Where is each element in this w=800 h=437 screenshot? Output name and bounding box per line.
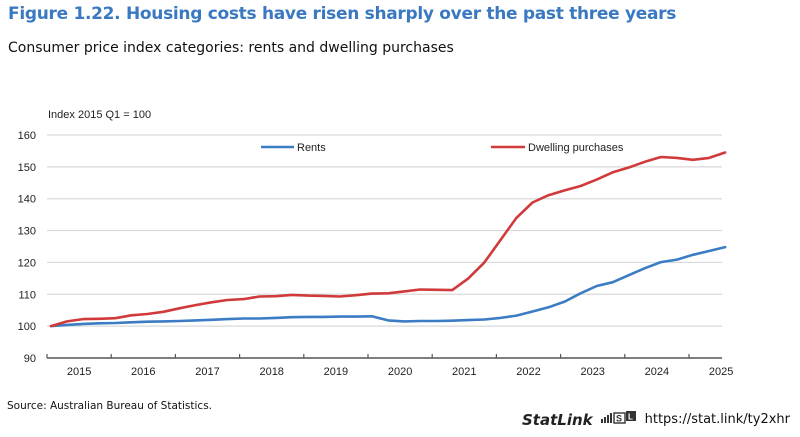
x-tick-label: 2019 xyxy=(324,366,348,378)
x-tick-label: 2016 xyxy=(131,366,155,378)
y-tick-label: 160 xyxy=(18,130,36,142)
source-note: Source: Australian Bureau of Statistics. xyxy=(7,400,213,412)
y-tick-label: 140 xyxy=(18,194,36,206)
x-tick-label: 2022 xyxy=(516,366,540,378)
figure-subtitle: Consumer price index categories: rents a… xyxy=(8,40,454,56)
y-tick-label: 100 xyxy=(18,321,36,333)
y-tick-label: 120 xyxy=(18,257,36,269)
y-tick-label: 90 xyxy=(24,353,36,365)
series-line-rents xyxy=(49,245,727,328)
x-tick-label: 2017 xyxy=(195,366,219,378)
series-line-dwelling-purchases xyxy=(49,151,727,328)
gridlines xyxy=(47,134,722,327)
y-axis-label: Index 2015 Q1 = 100 xyxy=(48,109,151,121)
legend-label-dwelling-purchases: Dwelling purchases xyxy=(528,142,624,154)
x-tick-label: 2021 xyxy=(452,366,476,378)
x-tick-label: 2015 xyxy=(67,366,91,378)
svg-text:S: S xyxy=(616,414,622,424)
figure-title: Figure 1.22. Housing costs have risen sh… xyxy=(8,4,677,24)
statlink: StatLink S L https://stat.link/ty2xhr xyxy=(522,410,790,429)
statlink-url[interactable]: https://stat.link/ty2xhr xyxy=(644,412,790,427)
y-tick-label: 130 xyxy=(18,226,36,238)
svg-text:L: L xyxy=(628,413,633,422)
x-axis: 2015 2016 2017 2018 2019 2020 2021 2022 2023 2024… xyxy=(46,354,733,378)
legend-label-rents: Rents xyxy=(297,142,326,154)
x-tick-label: 2024 xyxy=(645,366,669,378)
x-tick-label: 2018 xyxy=(259,366,283,378)
x-tick-label: 2020 xyxy=(388,366,412,378)
y-tick-labels: 90 100 110 120 130 140 150 160 xyxy=(18,130,36,365)
statlink-logo-icon: S L xyxy=(600,410,637,429)
y-tick-label: 110 xyxy=(18,289,36,301)
legend: Rents Dwelling purchases xyxy=(261,142,624,154)
x-tick-label: 2023 xyxy=(580,366,604,378)
statlink-brand: StatLink xyxy=(522,410,593,429)
y-tick-label: 150 xyxy=(18,162,36,174)
x-tick-label: 2025 xyxy=(709,366,733,378)
series-lines xyxy=(49,151,727,328)
